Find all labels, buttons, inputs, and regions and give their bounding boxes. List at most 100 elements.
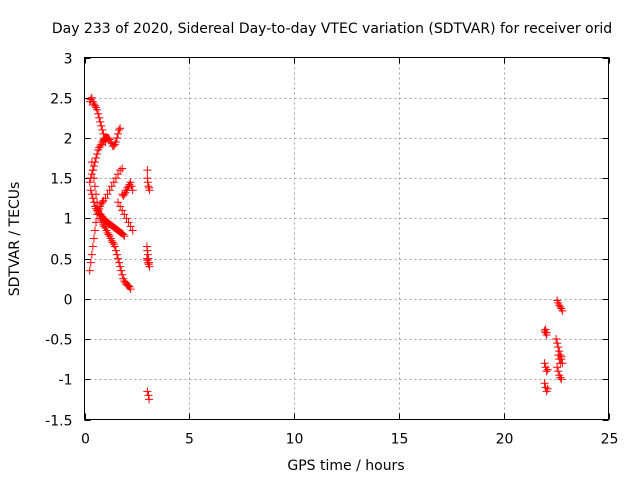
x-tick-label: 25 [601, 432, 619, 448]
data-point [540, 327, 549, 336]
data-point [124, 281, 133, 290]
data-point [126, 178, 135, 187]
data-point [543, 365, 552, 374]
data-point [119, 230, 128, 239]
data-point [97, 199, 106, 208]
data-point [126, 285, 135, 294]
data-point [120, 277, 129, 286]
data-point [94, 109, 103, 118]
data-point [116, 166, 125, 175]
data-point [92, 154, 101, 163]
data-point [86, 186, 95, 195]
data-point [87, 158, 96, 167]
y-tick-label: 0 [64, 293, 73, 309]
data-point [97, 121, 106, 130]
data-point [554, 343, 563, 352]
grid-lines [84, 57, 609, 420]
data-point [120, 232, 129, 241]
data-point [104, 230, 113, 239]
data-point [123, 183, 132, 192]
data-point [114, 129, 123, 138]
data-point [87, 93, 96, 102]
y-tick-label: 0.5 [50, 253, 72, 269]
data-point [120, 210, 129, 219]
data-point [116, 124, 125, 133]
data-point [122, 214, 131, 223]
data-point [116, 262, 125, 271]
data-point [143, 178, 152, 187]
y-tick-label: -1 [59, 373, 73, 389]
data-point [85, 266, 94, 275]
data-point [90, 182, 99, 191]
data-point [145, 262, 154, 271]
data-point [93, 206, 102, 215]
data-point [542, 328, 551, 337]
data-point [557, 352, 566, 361]
data-point [144, 258, 153, 267]
data-point [111, 174, 120, 183]
data-point [95, 143, 104, 152]
data-point [98, 125, 107, 134]
y-axis-label: SDTVAR / TECUs [7, 182, 23, 297]
data-point [111, 137, 120, 146]
data-point [116, 202, 125, 211]
data-point [114, 170, 123, 179]
y-tick-label: 3 [64, 52, 73, 68]
data-point [118, 164, 127, 173]
data-point [542, 367, 551, 376]
data-point [117, 266, 126, 275]
y-tick-label: 1.5 [50, 172, 72, 188]
data-point [556, 359, 565, 368]
data-point [118, 206, 127, 215]
chart-title: Day 233 of 2020, Sidereal Day-to-day VTE… [52, 21, 612, 37]
x-tick-label: 10 [286, 432, 304, 448]
data-point [87, 170, 96, 179]
data-point [107, 236, 116, 245]
x-axis-label: GPS time / hours [287, 458, 404, 474]
data-point [112, 250, 121, 259]
data-point [556, 302, 565, 311]
x-tick-label: 0 [81, 432, 90, 448]
data-point [540, 359, 549, 368]
data-point [541, 383, 550, 392]
data-point [127, 182, 136, 191]
y-tick-label: 1 [64, 212, 73, 228]
data-point [145, 186, 154, 195]
data-point [103, 190, 112, 199]
data-point [108, 238, 117, 247]
x-tick-label: 15 [391, 432, 409, 448]
axis-ticks: 0 5 10 15 20 25 -1.5 -1 -0.5 0 0.5 1 1.5 2 2.5 3 [45, 52, 618, 448]
data-point [543, 384, 552, 393]
data-point [111, 246, 120, 255]
data-point [556, 373, 565, 382]
y-tick-label: 2 [64, 132, 73, 148]
data-point [114, 198, 123, 207]
data-point [98, 212, 107, 221]
data-point [118, 270, 127, 279]
x-tick-label: 5 [185, 432, 194, 448]
data-point [89, 234, 98, 243]
y-tick-label: -0.5 [45, 333, 72, 349]
data-point [110, 242, 119, 251]
data-point [119, 191, 128, 200]
data-point [123, 281, 132, 290]
data-point [144, 182, 153, 191]
y-tick-label: -1.5 [45, 414, 72, 430]
data-point [558, 306, 567, 315]
data-point [96, 117, 105, 126]
data-point [88, 194, 97, 203]
data-point [553, 363, 562, 372]
data-point [89, 174, 98, 183]
data-point [101, 194, 110, 203]
data-point [88, 166, 97, 175]
data-point [128, 186, 137, 195]
data-point [115, 258, 124, 267]
data-point [109, 141, 118, 150]
data-point [107, 182, 116, 191]
x-tick-label: 20 [496, 432, 514, 448]
data-point [553, 339, 562, 348]
data-point [552, 335, 561, 344]
data-point [143, 387, 152, 396]
data-point [124, 218, 133, 227]
